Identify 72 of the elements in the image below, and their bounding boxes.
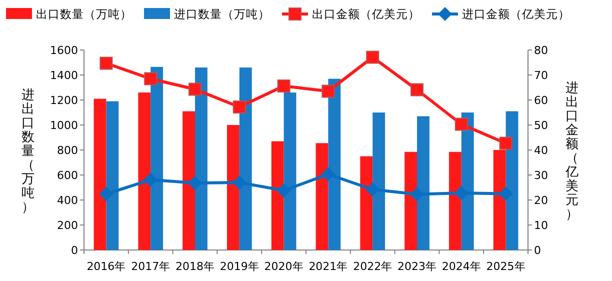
bar: [360, 156, 373, 250]
x-tick-label: 2024年: [442, 260, 481, 273]
point: [366, 182, 380, 196]
y-tick-label: 1000: [50, 119, 78, 132]
text: 进出口数量（万吨）: [22, 88, 34, 215]
point: [410, 187, 424, 202]
bar: [271, 141, 284, 250]
bar: [138, 92, 151, 250]
x-tick-label: 2022年: [353, 260, 392, 273]
y-tick-label: 1200: [50, 94, 78, 107]
bar: [417, 116, 430, 250]
bar: [372, 112, 386, 250]
y2-tick-label: 30: [534, 169, 548, 182]
point: [144, 72, 158, 86]
x-tick-label: 2016年: [86, 260, 126, 273]
y2-tick-label: 0: [534, 244, 541, 257]
point: [454, 186, 468, 200]
bar: [150, 66, 164, 250]
bar: [448, 152, 462, 250]
x-tick-label: 2020年: [264, 260, 304, 273]
point: [277, 80, 290, 92]
y-tick-label: 800: [57, 144, 78, 157]
bar: [284, 92, 296, 250]
y2-tick-label: 10: [534, 219, 548, 232]
y-tick-label: 1600: [50, 44, 78, 57]
bar: [226, 125, 240, 250]
bar: [195, 68, 208, 250]
text: 进出口金额（亿美元）: [566, 81, 578, 222]
legend-label: 进口数量（万吨）: [174, 7, 270, 21]
point: [454, 118, 468, 131]
point: [366, 50, 380, 64]
y-tick-label: 1400: [50, 69, 78, 82]
bar: [461, 112, 474, 250]
point: [410, 83, 424, 96]
point: [99, 187, 114, 201]
point: [499, 136, 512, 150]
y2-tick-label: 60: [534, 94, 548, 107]
point: [188, 82, 202, 96]
point: [498, 186, 513, 201]
point: [232, 100, 246, 114]
y-tick-label: 400: [57, 194, 78, 207]
legend-label: 出口金额（亿美元）: [312, 7, 420, 21]
point: [188, 176, 202, 190]
legend-label: 出口数量（万吨）: [36, 7, 132, 21]
y2-tick-label: 20: [534, 194, 548, 207]
point: [144, 172, 158, 187]
point: [321, 167, 336, 182]
y-tick-label: 0: [71, 244, 78, 257]
bar: [328, 78, 341, 250]
point: [232, 176, 246, 190]
x-tick-label: 2025年: [486, 260, 526, 273]
y2-tick-label: 50: [534, 119, 548, 132]
y-tick-label: 600: [57, 169, 78, 182]
y2-tick-label: 70: [534, 69, 548, 82]
point: [276, 184, 291, 198]
y2-tick-label: 40: [534, 144, 548, 157]
point: [322, 84, 335, 98]
bar: [239, 68, 252, 250]
bar: [94, 98, 106, 250]
x-tick-label: 2019年: [220, 260, 259, 273]
legend-label: 进口金额（亿美元）: [462, 7, 570, 21]
bar: [316, 143, 328, 250]
x-tick-label: 2017年: [131, 260, 170, 273]
bar: [182, 111, 195, 250]
x-tick-label: 2021年: [308, 260, 348, 273]
y-tick-label: 200: [57, 219, 78, 232]
bar: [404, 152, 417, 250]
y2-tick-label: 80: [534, 44, 548, 57]
x-tick-label: 2023年: [398, 260, 436, 273]
x-tick-label: 2018年: [176, 260, 214, 273]
bar: [106, 101, 119, 250]
point: [100, 56, 113, 70]
